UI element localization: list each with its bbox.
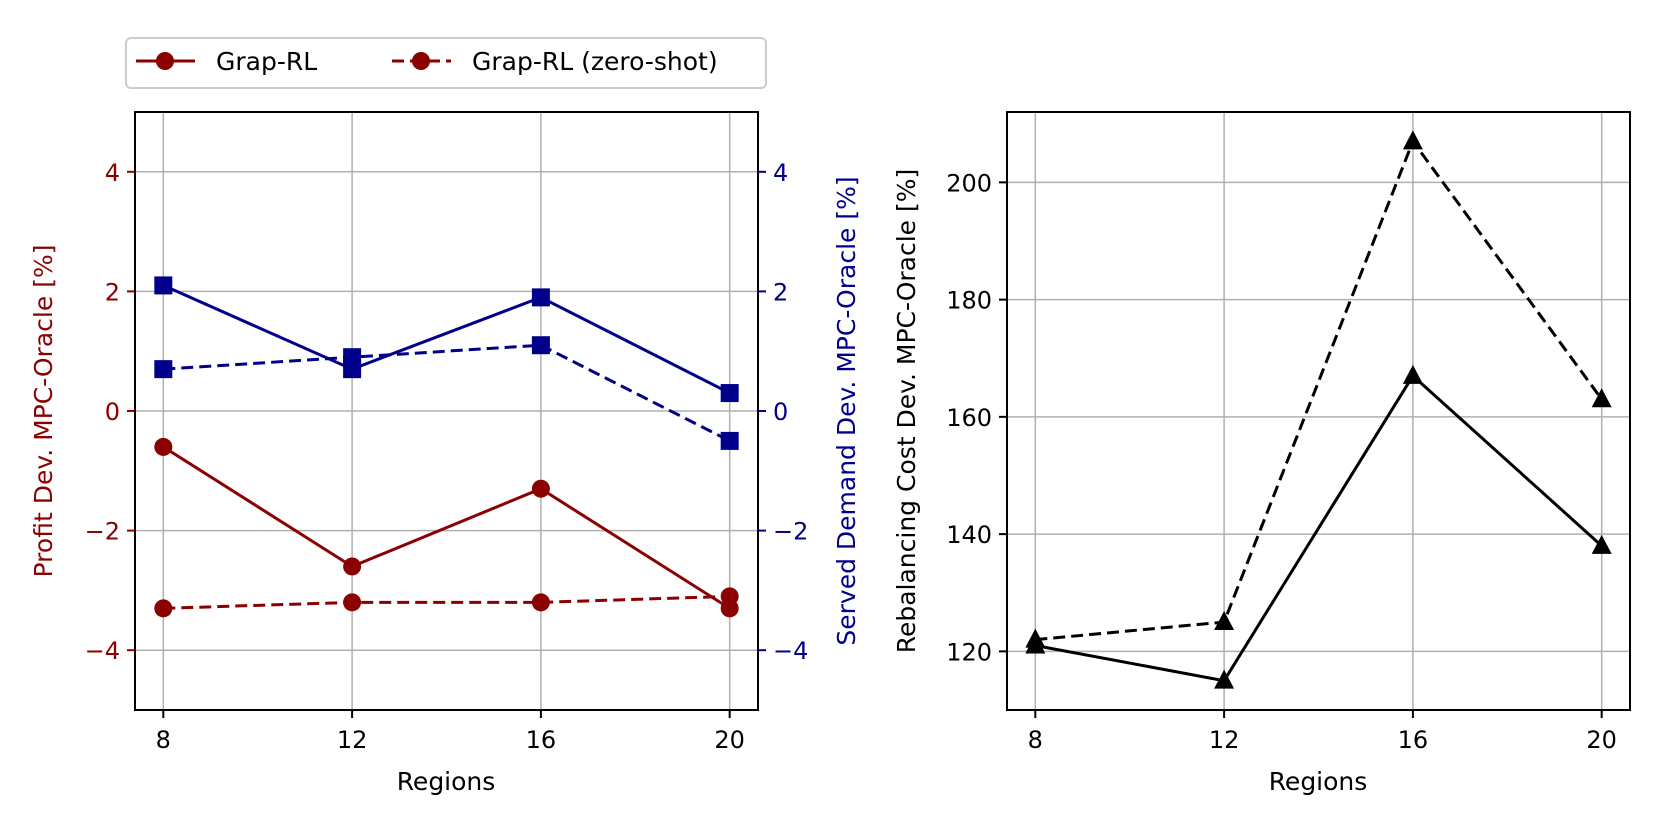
left-xticks: 8 12 16 20 bbox=[156, 710, 745, 754]
series-line-rebalancing-dashed bbox=[1035, 138, 1603, 642]
legend: Grap-RL Grap-RL (zero-shot) bbox=[125, 37, 767, 89]
right-grid bbox=[1007, 112, 1630, 710]
series-line-served-solid bbox=[162, 284, 731, 395]
data-point-profit-dashed bbox=[720, 587, 739, 606]
x-tick-label: 8 bbox=[156, 726, 171, 754]
data-point-served-dashed bbox=[343, 348, 362, 367]
legend-entry-dashed: Grap-RL (zero-shot) bbox=[392, 47, 718, 76]
profit-y-axis-label: Profit Dev. MPC-Oracle [%] bbox=[29, 245, 58, 578]
rebalancing-y-axis-label: Rebalancing Cost Dev. MPC-Oracle [%] bbox=[892, 169, 921, 654]
left-grid bbox=[135, 112, 758, 710]
y-tick-label: 200 bbox=[946, 169, 992, 197]
x-tick-label: 16 bbox=[526, 726, 557, 754]
left-series bbox=[154, 276, 739, 618]
x-tick-label: 20 bbox=[1586, 726, 1617, 754]
legend-marker-dashed bbox=[412, 52, 430, 70]
legend-marker-solid bbox=[156, 52, 174, 70]
right-y-tick-label: −4 bbox=[773, 637, 808, 665]
y-tick-label: −4 bbox=[85, 637, 120, 665]
data-point-profit-dashed bbox=[531, 593, 550, 612]
left-yticks: −4 −2 0 2 4 bbox=[85, 159, 135, 665]
y-tick-label: 140 bbox=[946, 521, 992, 549]
right-y-tick-label: 2 bbox=[773, 278, 788, 306]
data-point-served-solid bbox=[531, 288, 550, 307]
data-point-profit-solid bbox=[531, 479, 550, 498]
data-point-profit-solid bbox=[154, 437, 173, 456]
y-tick-label: 2 bbox=[105, 278, 120, 306]
legend-label-solid: Grap-RL bbox=[216, 47, 317, 76]
data-point-rebalancing-solid bbox=[1402, 364, 1423, 384]
data-point-rebalancing-dashed bbox=[1402, 130, 1423, 150]
data-point-rebalancing-dashed bbox=[1025, 628, 1046, 648]
data-point-served-dashed bbox=[720, 431, 739, 450]
right-series bbox=[1025, 130, 1612, 689]
data-point-served-solid bbox=[720, 384, 739, 403]
right-panel-yticks: 120 140 160 180 200 bbox=[946, 169, 1007, 666]
profit-served-chart: 8 12 16 20 −4 −2 0 2 4 −4 −2 0 2 4 Regions Profit D… bbox=[29, 111, 861, 796]
data-point-rebalancing-dashed bbox=[1214, 611, 1235, 631]
x-tick-label: 12 bbox=[337, 726, 368, 754]
data-point-profit-solid bbox=[343, 557, 362, 576]
data-point-served-solid bbox=[154, 276, 173, 295]
data-point-served-dashed bbox=[531, 336, 550, 355]
rebalancing-cost-chart: 8 12 16 20 120 140 160 180 200 Regions Rebalanc… bbox=[892, 111, 1631, 796]
x-tick-label: 8 bbox=[1028, 726, 1043, 754]
left-x-axis-label: Regions bbox=[397, 767, 496, 796]
x-tick-label: 12 bbox=[1209, 726, 1240, 754]
series-line-rebalancing-solid bbox=[1035, 373, 1603, 683]
y-tick-label: 180 bbox=[946, 287, 992, 315]
right-x-axis-label: Regions bbox=[1269, 767, 1368, 796]
legend-entry-solid: Grap-RL bbox=[136, 47, 317, 76]
served-y-axis-label: Served Demand Dev. MPC-Oracle [%] bbox=[832, 176, 861, 645]
data-point-served-dashed bbox=[154, 360, 173, 379]
data-point-profit-dashed bbox=[343, 593, 362, 612]
x-tick-label: 16 bbox=[1398, 726, 1429, 754]
data-point-rebalancing-dashed bbox=[1591, 388, 1612, 408]
data-point-rebalancing-solid bbox=[1214, 669, 1235, 689]
right-yticks: −4 −2 0 2 4 bbox=[758, 159, 808, 665]
series-line-profit-solid bbox=[162, 445, 731, 610]
data-point-profit-dashed bbox=[154, 599, 173, 618]
y-tick-label: 4 bbox=[105, 159, 120, 187]
right-y-tick-label: −2 bbox=[773, 518, 808, 546]
right-xticks: 8 12 16 20 bbox=[1028, 710, 1617, 754]
right-y-tick-label: 4 bbox=[773, 159, 788, 187]
legend-label-dashed: Grap-RL (zero-shot) bbox=[472, 47, 718, 76]
y-tick-label: 120 bbox=[946, 638, 992, 666]
right-plot-frame bbox=[1006, 111, 1631, 711]
legend-frame bbox=[125, 37, 767, 89]
y-tick-label: 0 bbox=[105, 398, 120, 426]
y-tick-label: −2 bbox=[85, 518, 120, 546]
series-line-served-dashed bbox=[163, 343, 731, 443]
y-tick-label: 160 bbox=[946, 404, 992, 432]
right-y-tick-label: 0 bbox=[773, 398, 788, 426]
x-tick-label: 20 bbox=[714, 726, 745, 754]
data-point-rebalancing-solid bbox=[1591, 534, 1612, 554]
series-line-profit-dashed bbox=[163, 594, 730, 610]
